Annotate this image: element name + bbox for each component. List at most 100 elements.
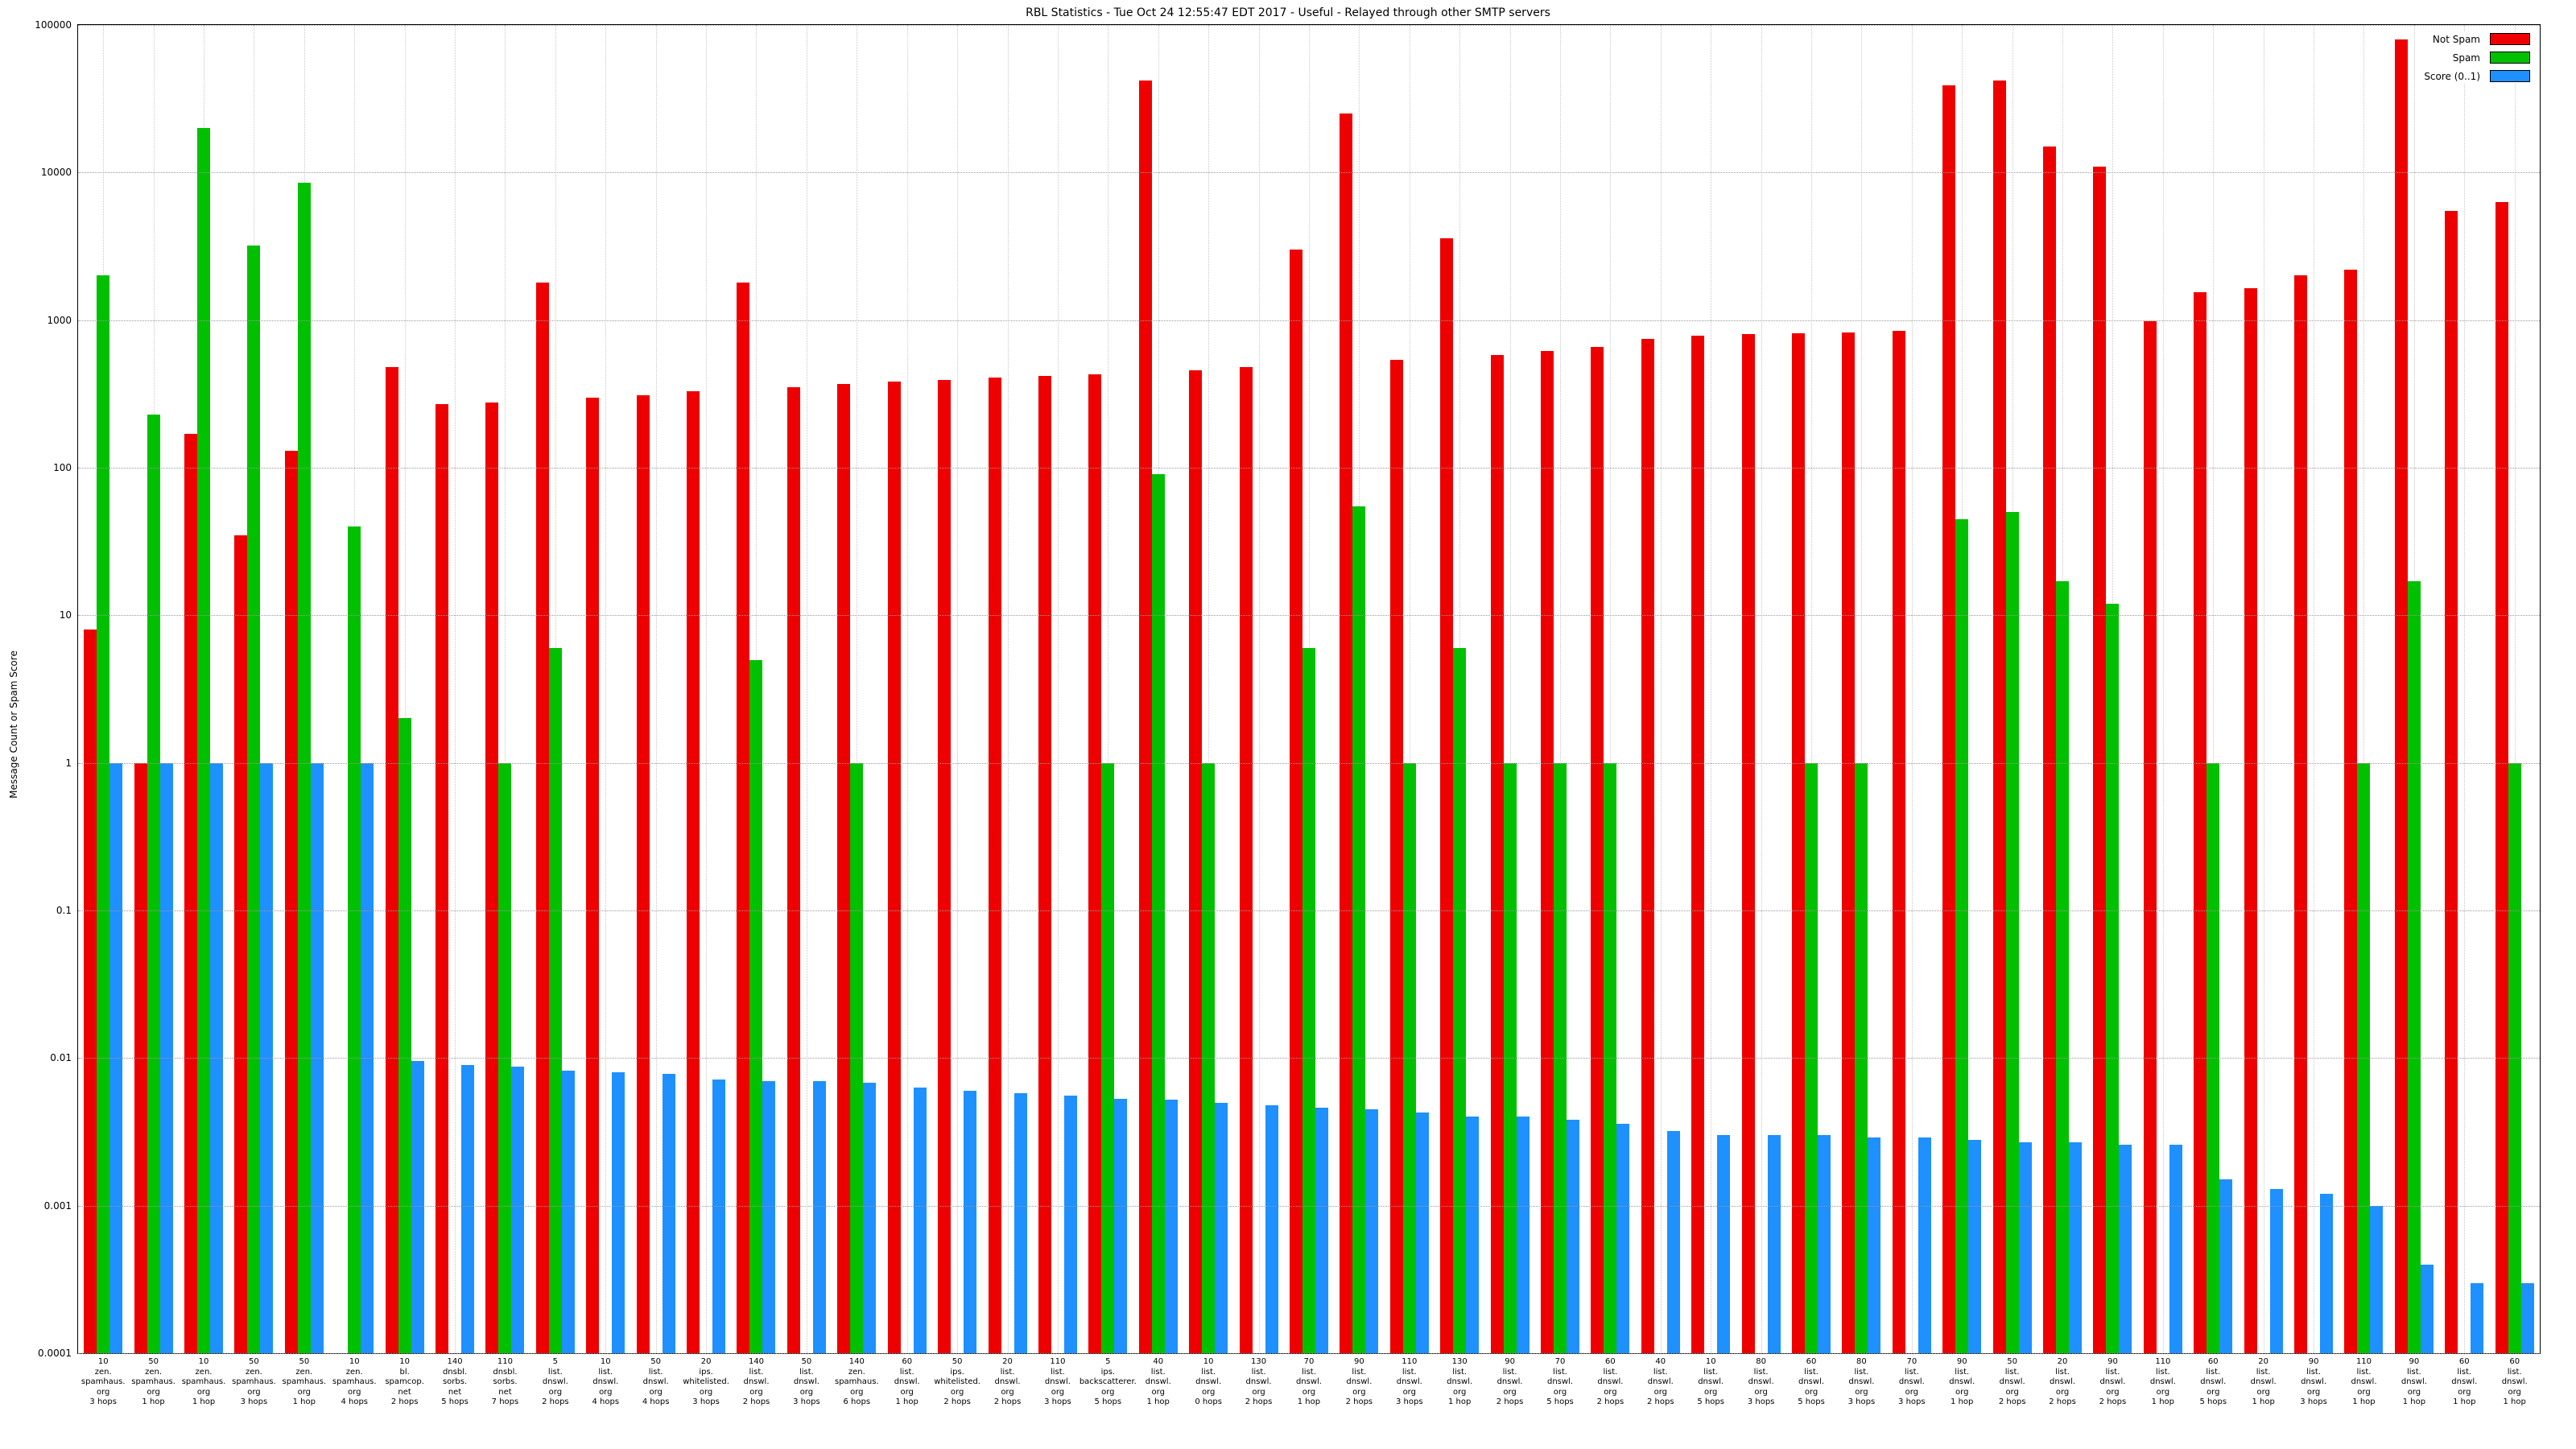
spam-bar (398, 718, 411, 1353)
bar-cluster (1641, 25, 1680, 1353)
spam-bar (1151, 474, 1165, 1353)
bar-cluster (1138, 25, 1178, 1353)
score-0-1-bar (712, 1079, 726, 1353)
not-spam-bar (485, 402, 499, 1353)
bar-group: 10 list. dnswl. org 0 hops (1183, 25, 1233, 1406)
spam-bar (297, 183, 311, 1353)
bar-cluster (485, 25, 525, 1353)
not-spam-bar (84, 630, 97, 1353)
x-tick-label: 60 list. dnswl. org 1 hop (894, 1357, 920, 1406)
bar-cluster (737, 25, 776, 1353)
spam-bar (1453, 648, 1467, 1353)
x-tick-label: 10 list. dnswl. org 5 hops (1697, 1357, 1724, 1406)
x-tick-label: 60 list. dnswl. org 1 hop (2501, 1357, 2528, 1406)
x-tick-label: 110 list. dnswl. org 1 hop (2149, 1357, 2176, 1406)
y-tick-label: 100 (53, 461, 72, 473)
x-tick-label: 110 list. dnswl. org 3 hops (1395, 1357, 1423, 1406)
not-spam-bar (2294, 275, 2308, 1353)
bar-cluster (1792, 25, 1831, 1353)
x-tick-label: 20 list. dnswl. org 2 hops (2049, 1357, 2076, 1406)
bar-group: 50 zen. spamhaus. org 1 hop (128, 25, 178, 1406)
y-tick-label: 10 (59, 609, 72, 621)
bar-group: 60 list. dnswl. org 5 hops (1786, 25, 1836, 1406)
bar-cluster (2194, 25, 2233, 1353)
bar-group: 10 zen. spamhaus. org 3 hops (78, 25, 128, 1406)
not-spam-bar (1389, 359, 1403, 1353)
y-gridline (78, 1353, 2540, 1354)
spam-bar (2056, 581, 2070, 1353)
bar-group: 140 dnsbl. sorbs. net 5 hops (430, 25, 480, 1406)
bar-group: 40 list. dnswl. org 1 hop (1133, 25, 1183, 1406)
bar-cluster (1289, 25, 1328, 1353)
not-spam-bar (737, 282, 750, 1353)
score-0-1-bar (1164, 1100, 1178, 1353)
bar-cluster (586, 25, 625, 1353)
not-spam-bar (2043, 147, 2057, 1353)
score-0-1-bar (1215, 1102, 1228, 1353)
score-0-1-bar (913, 1088, 927, 1353)
not-spam-bar (1440, 237, 1454, 1353)
score-0-1-bar (1666, 1131, 1680, 1353)
x-tick-label: 50 ips. whitelisted. org 2 hops (934, 1357, 980, 1406)
bar-group: 130 list. dnswl. org 1 hop (1435, 25, 1484, 1406)
bar-group: 20 list. dnswl. org 2 hops (2037, 25, 2087, 1406)
not-spam-bar (1591, 346, 1604, 1353)
bar-cluster (1741, 25, 1781, 1353)
y-tick-label: 0.01 (50, 1052, 72, 1064)
x-tick-label: 80 list. dnswl. org 3 hops (1847, 1357, 1876, 1406)
x-tick-label: 10 zen. spamhaus. org 4 hops (332, 1357, 377, 1406)
bar-group: 140 list. dnswl. org 2 hops (731, 25, 781, 1406)
bar-group: 10 zen. spamhaus. org 1 hop (179, 25, 229, 1406)
bar-cluster (1490, 25, 1530, 1353)
x-tick-label: 70 list. dnswl. org 5 hops (1546, 1357, 1574, 1406)
not-spam-bar (1540, 350, 1554, 1353)
y-gridline (78, 320, 2540, 321)
bar-group: 110 list. dnswl. org 1 hop (2339, 25, 2388, 1406)
score-0-1-bar (662, 1074, 675, 1353)
x-tick-label: 110 list. dnswl. org 1 hop (2351, 1357, 2377, 1406)
bar-group: 130 list. dnswl. org 2 hops (1233, 25, 1283, 1406)
score-0-1-bar (812, 1080, 826, 1353)
spam-bar (247, 246, 261, 1353)
bar-cluster (887, 25, 927, 1353)
bar-cluster (2294, 25, 2334, 1353)
bar-cluster (1842, 25, 1881, 1353)
x-tick-label: 90 list. dnswl. org 2 hops (1345, 1357, 1373, 1406)
x-tick-label: 140 list. dnswl. org 2 hops (742, 1357, 770, 1406)
bar-cluster (988, 25, 1027, 1353)
score-0-1-bar (762, 1080, 776, 1353)
legend-swatch-icon (2490, 70, 2530, 82)
x-tick-label: 60 list. dnswl. org 5 hops (1798, 1357, 1825, 1406)
bar-group: 20 list. dnswl. org 1 hop (2238, 25, 2288, 1406)
bar-group: 60 list. dnswl. org 2 hops (1585, 25, 1635, 1406)
bar-group: 50 zen. spamhaus. org 3 hops (229, 25, 279, 1406)
x-tick-label: 110 dnsbl. sorbs. net 7 hops (491, 1357, 519, 1406)
score-0-1-bar (964, 1091, 977, 1353)
bar-group: 5 ips. backscatterer. org 5 hops (1080, 25, 1137, 1406)
score-0-1-bar (612, 1072, 625, 1353)
not-spam-bar (938, 379, 952, 1353)
bar-cluster (1440, 25, 1480, 1353)
bar-group: 110 list. dnswl. org 3 hops (1033, 25, 1083, 1406)
legend-label: Not Spam (2432, 33, 2480, 45)
spam-bar (2407, 581, 2421, 1353)
not-spam-bar (1892, 330, 1905, 1353)
not-spam-bar (586, 397, 600, 1353)
bar-cluster (1189, 25, 1228, 1353)
legend-swatch-icon (2490, 52, 2530, 64)
not-spam-bar (2143, 321, 2157, 1353)
bar-cluster (1088, 25, 1128, 1353)
x-tick-label: 110 list. dnswl. org 3 hops (1044, 1357, 1071, 1406)
bar-cluster (385, 25, 424, 1353)
not-spam-bar (1942, 85, 1956, 1353)
x-tick-label: 10 zen. spamhaus. org 1 hop (181, 1357, 226, 1406)
bar-group: 70 list. dnswl. org 1 hop (1284, 25, 1334, 1406)
spam-bar (197, 128, 211, 1353)
bar-group: 60 list. dnswl. org 1 hop (2490, 25, 2540, 1406)
bar-group: 90 list. dnswl. org 2 hops (1484, 25, 1534, 1406)
score-0-1-bar (2219, 1179, 2233, 1353)
chart-title: RBL Statistics - Tue Oct 24 12:55:47 EDT… (1026, 6, 1550, 19)
not-spam-bar (184, 433, 198, 1353)
bar-group: 90 list. dnswl. org 2 hops (2087, 25, 2137, 1406)
